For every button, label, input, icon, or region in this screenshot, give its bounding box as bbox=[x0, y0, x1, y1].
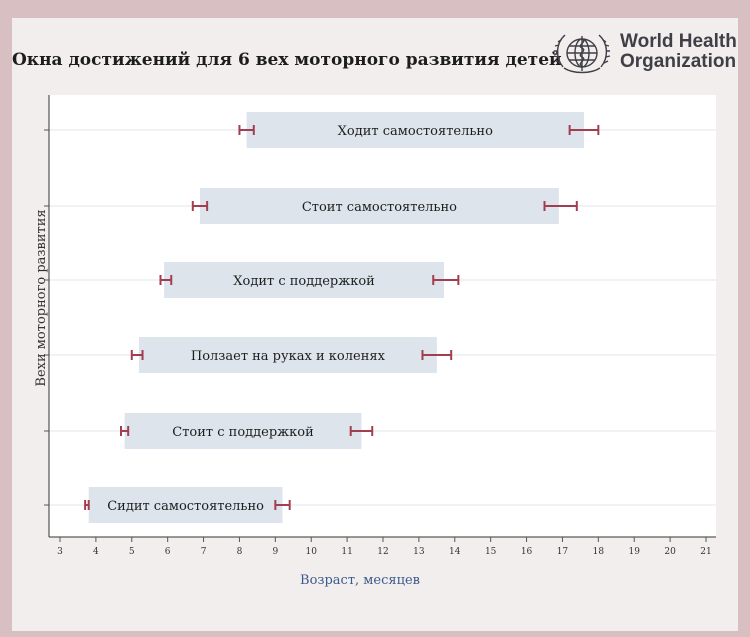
ci-low-whisker bbox=[191, 201, 209, 211]
x-tick-label: 11 bbox=[341, 547, 352, 557]
milestone-label: Ходит с поддержкой bbox=[233, 274, 375, 289]
milestone-label: Ползает на руках и коленях bbox=[191, 349, 386, 364]
x-tick-label: 15 bbox=[485, 547, 497, 557]
y-axis-title: Вехи моторного развития bbox=[34, 209, 49, 386]
x-tick-label: 19 bbox=[628, 547, 640, 557]
who-emblem-icon bbox=[551, 27, 613, 81]
ci-high-whisker bbox=[543, 201, 578, 211]
x-tick-label: 14 bbox=[449, 547, 461, 557]
x-tick-label: 17 bbox=[557, 547, 569, 557]
milestone-label: Сидит самостоятельно bbox=[107, 499, 264, 514]
x-tick-label: 4 bbox=[93, 547, 99, 557]
who-logo-line1: World Health bbox=[620, 31, 737, 52]
ci-high-whisker bbox=[421, 350, 453, 360]
milestone-bar bbox=[138, 337, 437, 373]
x-tick-label: 3 bbox=[57, 547, 63, 557]
x-tick-label: 20 bbox=[664, 547, 676, 557]
x-tick-label: 18 bbox=[593, 547, 605, 557]
x-axis-title: Возраст, месяцев bbox=[300, 573, 420, 588]
x-tick-label: 9 bbox=[272, 547, 278, 557]
plot-area bbox=[49, 95, 716, 537]
x-tick-label: 6 bbox=[165, 547, 171, 557]
milestone-bar bbox=[88, 487, 283, 523]
who-logo-line2: Organization bbox=[620, 51, 737, 72]
milestone-bar bbox=[164, 262, 445, 298]
milestone-label: Ходит самостоятельно bbox=[338, 124, 493, 139]
x-tick-label: 13 bbox=[413, 547, 425, 557]
milestone-label: Стоит самостоятельно bbox=[302, 200, 457, 215]
milestone-bar bbox=[246, 112, 584, 148]
x-tick-label: 10 bbox=[305, 547, 317, 557]
x-tick-label: 16 bbox=[521, 547, 533, 557]
x-tick-label: 21 bbox=[700, 547, 711, 557]
x-tick-label: 12 bbox=[377, 547, 388, 557]
ci-low-whisker bbox=[130, 350, 144, 360]
ci-low-whisker bbox=[159, 275, 173, 285]
milestone-bar bbox=[199, 188, 559, 224]
x-tick-label: 5 bbox=[129, 547, 135, 557]
ci-low-whisker bbox=[84, 500, 90, 510]
who-logo-text: World Health Organization bbox=[620, 32, 737, 72]
ci-high-whisker bbox=[432, 275, 460, 285]
milestone-label: Стоит с поддержкой bbox=[172, 425, 313, 440]
milestone-bar bbox=[124, 413, 362, 449]
x-tick-label: 7 bbox=[201, 547, 207, 557]
chart-title: Окна достижений для 6 вех моторного разв… bbox=[12, 50, 562, 70]
ci-high-whisker bbox=[349, 426, 374, 436]
ci-high-whisker bbox=[568, 125, 600, 135]
x-tick-label: 8 bbox=[237, 547, 243, 557]
ci-high-whisker bbox=[274, 500, 291, 510]
ci-low-whisker bbox=[120, 426, 130, 436]
ci-low-whisker bbox=[238, 125, 255, 135]
